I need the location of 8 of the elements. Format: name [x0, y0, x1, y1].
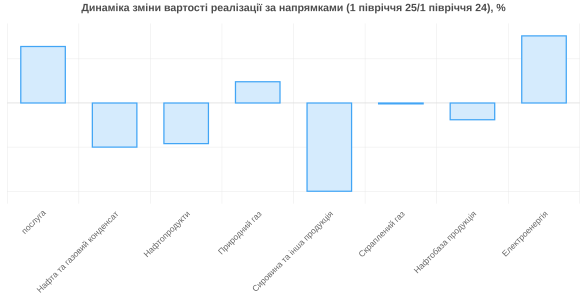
bar: [20, 46, 66, 104]
chart-title: Динаміка зміни вартості реалізації за напрямками (1 півріччя 25/1 півріччя 24), %: [81, 4, 506, 14]
bar: [521, 35, 567, 104]
bar: [163, 102, 210, 144]
bar: [234, 81, 281, 104]
bar: [306, 102, 352, 192]
bar: [450, 102, 496, 120]
bar: [92, 102, 138, 148]
